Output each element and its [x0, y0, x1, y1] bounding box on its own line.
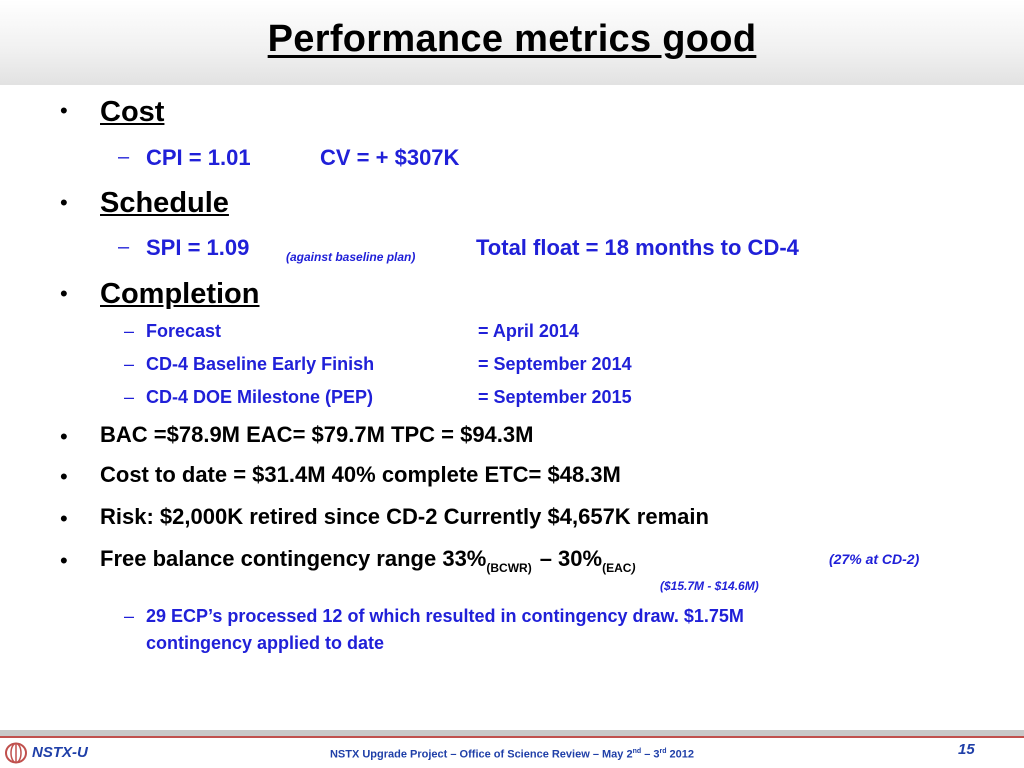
- schedule-heading: Schedule: [100, 187, 229, 219]
- cost-to-date-line: Cost to date = $31.4M 40% complete ETC= …: [100, 462, 621, 487]
- footer-caption-c: 2012: [666, 748, 695, 761]
- completion-value: = April 2014: [478, 321, 579, 341]
- bullet-dot: •: [60, 464, 68, 489]
- page-title: Performance metrics good: [267, 18, 757, 60]
- sub-dash: –: [118, 146, 130, 168]
- spi-note: (against baseline plan): [286, 250, 416, 264]
- cpi-value: CPI = 1.01: [146, 145, 251, 170]
- bullet-dot: •: [60, 424, 68, 449]
- bac-line: BAC =$78.9M EAC= $79.7M TPC = $94.3M: [100, 422, 534, 447]
- bullet-dot: •: [60, 190, 68, 215]
- footer-sup-a: nd: [632, 748, 642, 755]
- footer-accent-line: [0, 736, 1024, 738]
- total-float: Total float = 18 months to CD-4: [476, 235, 799, 260]
- completion-value: = September 2015: [478, 387, 632, 407]
- sub-dash: –: [118, 236, 130, 258]
- bullet-dot: •: [60, 98, 68, 123]
- sub-dash: –: [124, 354, 135, 374]
- sub-dash: –: [124, 321, 135, 341]
- completion-label: CD-4 DOE Milestone (PEP): [146, 387, 374, 407]
- risk-line: Risk: $2,000K retired since CD-2 Current…: [100, 504, 709, 529]
- contingency-dollars: ($15.7M - $14.6M): [660, 579, 759, 593]
- cost-heading: Cost: [100, 96, 165, 128]
- footer-divider: [0, 730, 1024, 736]
- completion-heading: Completion: [100, 278, 260, 310]
- page-number: 15: [958, 741, 975, 758]
- contingency-dash: – 30%: [539, 546, 603, 571]
- sub-dash: –: [124, 606, 135, 626]
- eac-subscript-close: ): [631, 561, 636, 575]
- ecp-line-1: 29 ECP’s processed 12 of which resulted …: [146, 606, 744, 626]
- ecp-line-2: contingency applied to date: [146, 633, 385, 653]
- nstx-logo-icon: [5, 742, 27, 764]
- eac-subscript-text: (EAC: [602, 561, 632, 575]
- footer-caption-b: – 3: [641, 748, 660, 761]
- bcwr-subscript: (BCWR): [486, 561, 532, 575]
- bullet-dot: •: [60, 548, 68, 573]
- contingency-line: Free balance contingency range 33%(BCWR)…: [100, 546, 635, 575]
- completion-label: CD-4 Baseline Early Finish: [146, 354, 375, 374]
- footer-caption-a: NSTX Upgrade Project – Office of Science…: [329, 748, 633, 761]
- bullet-dot: •: [60, 506, 68, 531]
- completion-label: Forecast: [146, 321, 222, 341]
- sub-dash: –: [124, 387, 135, 407]
- completion-value: = September 2014: [478, 354, 632, 374]
- footer-caption: NSTX Upgrade Project – Office of Science…: [0, 748, 1024, 761]
- contingency-note: (27% at CD-2): [829, 551, 920, 567]
- title-band: [0, 0, 1024, 85]
- contingency-text: Free balance contingency range 33%: [100, 546, 487, 571]
- footer-logo-text: NSTX-U: [32, 744, 88, 761]
- spi-value: SPI = 1.09: [146, 235, 250, 260]
- cv-value: CV = + $307K: [320, 145, 460, 170]
- footer-sup-b: rd: [659, 748, 667, 755]
- bullet-dot: •: [60, 281, 68, 306]
- eac-subscript: (EAC): [602, 561, 635, 575]
